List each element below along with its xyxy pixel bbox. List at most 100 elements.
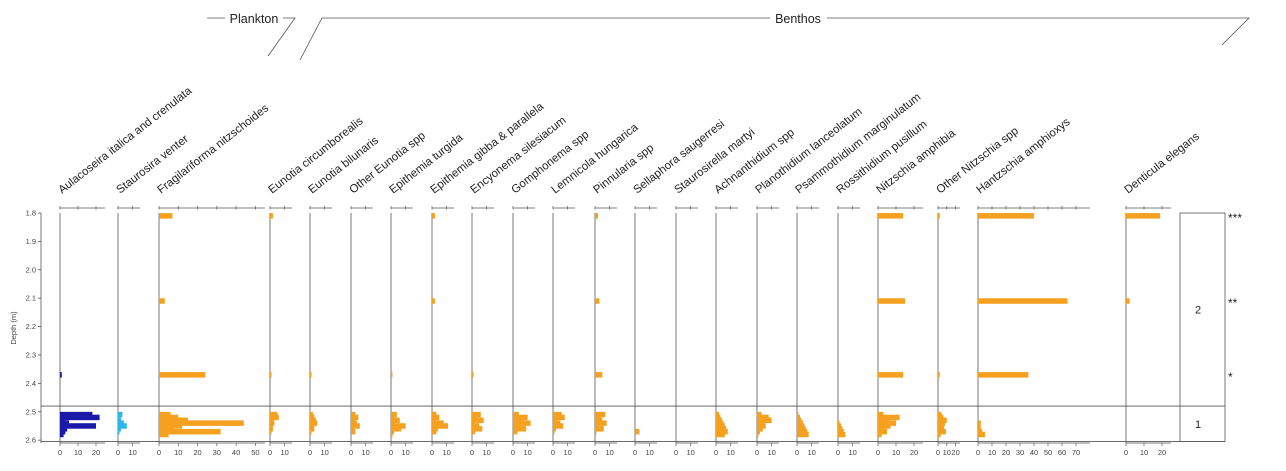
data-bar <box>757 428 760 435</box>
bottom-tick-label: 10 <box>943 448 951 457</box>
data-bar <box>595 298 600 304</box>
data-bar <box>1126 213 1161 219</box>
column-staurosira-venter <box>117 206 140 446</box>
data-bar <box>432 428 437 435</box>
data-bar <box>310 372 312 378</box>
data-bar <box>472 417 484 424</box>
data-bar <box>978 213 1034 219</box>
data-bar <box>938 213 940 219</box>
bottom-tick-label: 10 <box>605 448 613 457</box>
data-bar <box>757 420 765 426</box>
bottom-tick-label: 10 <box>320 448 328 457</box>
data-bar <box>159 428 221 435</box>
data-bar <box>351 426 354 432</box>
data-bar <box>513 428 518 435</box>
column-rossithidium-pusillum <box>837 206 860 446</box>
data-bar <box>60 431 64 438</box>
data-bar <box>797 426 806 432</box>
column-achnanthidium-spp <box>715 206 738 446</box>
data-bar <box>351 420 357 426</box>
data-bar <box>432 426 438 432</box>
data-bar <box>270 213 273 219</box>
bottom-tick-label: 0 <box>1124 448 1128 457</box>
column-encyonema-silesiacum <box>471 206 494 446</box>
bottom-tick-label: 10 <box>645 448 653 457</box>
bottom-tick-label: 50 <box>251 448 259 457</box>
data-bar <box>351 411 356 418</box>
data-bar <box>432 414 440 421</box>
bottom-tick-label: 20 <box>1002 448 1010 457</box>
bottom-tick-label: 10 <box>686 448 694 457</box>
zone-box <box>1179 212 1226 442</box>
data-bar <box>716 428 728 435</box>
significance-marker: * <box>1228 370 1233 384</box>
column-eunotia-circumborealis <box>269 206 292 446</box>
bottom-tick-label: 0 <box>876 448 880 457</box>
data-bar <box>553 423 564 429</box>
data-bar <box>938 411 942 418</box>
data-bar <box>351 428 356 435</box>
significance-marker: ** <box>1228 296 1238 310</box>
taxon-label: Eunotia bilunaris <box>306 134 381 196</box>
column-epithemia-gibba-parallela <box>431 206 454 446</box>
column-gomphonema-spp <box>512 206 535 446</box>
data-bar <box>351 423 360 429</box>
bottom-tick-label: 10 <box>482 448 490 457</box>
data-bar <box>553 414 565 421</box>
data-bar <box>391 420 396 426</box>
data-bar <box>878 372 904 378</box>
data-bar <box>310 414 315 421</box>
taxon-label: Denticula elegans <box>1122 130 1202 196</box>
data-bar <box>878 420 896 426</box>
data-bar <box>595 372 603 378</box>
data-bar <box>472 414 477 421</box>
data-bar <box>159 414 179 421</box>
data-bar <box>878 414 900 421</box>
data-bar <box>472 420 475 426</box>
data-bar <box>60 426 68 432</box>
data-bar <box>310 428 312 435</box>
data-bar <box>472 428 475 435</box>
data-bar <box>978 372 1029 378</box>
data-bar <box>878 417 889 424</box>
column-psammothidium-marginulatum <box>796 206 819 446</box>
bottom-tick-label: 0 <box>157 448 161 457</box>
bottom-tick-label: 20 <box>951 448 959 457</box>
bottom-tick-label: 0 <box>795 448 799 457</box>
data-bar <box>938 414 944 421</box>
data-bar <box>391 426 402 432</box>
data-bar <box>391 428 394 435</box>
column-staurosirella-martyi <box>675 206 698 446</box>
column-hantzschia-amphioxys <box>977 206 1090 446</box>
column-eunotia-bilunaris <box>309 206 332 446</box>
bottom-tick-label: 40 <box>232 448 240 457</box>
depth-tick-label: 2.4 <box>26 379 36 388</box>
data-bar <box>757 426 763 432</box>
column-lemnicola-hungarica <box>552 206 575 446</box>
data-bar <box>978 423 980 429</box>
column-denticula-elegans <box>1125 206 1171 446</box>
group-label-plankton: Plankton <box>230 12 279 26</box>
depth-tick-label: 2.6 <box>26 436 36 445</box>
data-bar <box>797 420 803 426</box>
data-bar <box>432 213 435 219</box>
bottom-tick-label: 60 <box>1058 448 1066 457</box>
data-bar <box>513 423 521 429</box>
bottom-tick-label: 0 <box>116 448 120 457</box>
bottom-tick-label: 0 <box>633 448 637 457</box>
data-bar <box>878 423 891 429</box>
data-bar <box>513 411 519 418</box>
data-bar <box>159 423 183 429</box>
data-bar <box>270 426 273 432</box>
data-bar <box>310 420 318 426</box>
data-bar <box>432 298 435 304</box>
data-bar <box>432 420 444 426</box>
column-pinnularia-spp <box>594 206 617 446</box>
data-bar <box>553 411 562 418</box>
data-bar <box>310 411 313 418</box>
bottom-tick-label: 0 <box>389 448 393 457</box>
column-other-nitzschia-spp <box>937 206 960 446</box>
data-bar <box>878 428 887 435</box>
bottom-tick-label: 10 <box>128 448 136 457</box>
data-bar <box>270 411 278 418</box>
